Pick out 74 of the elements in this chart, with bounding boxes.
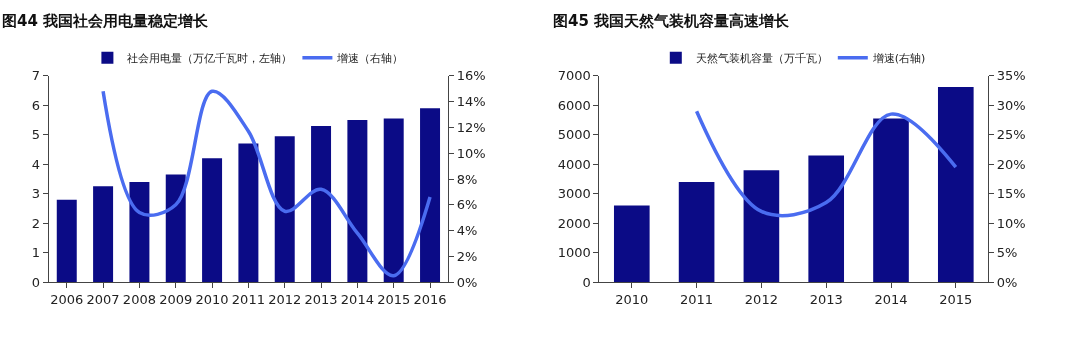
bar — [56, 199, 77, 283]
y2-tick-label: 10% — [456, 145, 486, 161]
y-tick-label: 5000 — [557, 127, 591, 143]
y2-tick-label: 0% — [456, 274, 478, 290]
bar — [165, 174, 186, 283]
bar — [93, 186, 114, 283]
y-tick-label: 3 — [31, 186, 40, 202]
y2-tick-label: 5% — [996, 245, 1018, 261]
y-tick-label: 5 — [31, 127, 40, 143]
legend-label: 天然气装机容量（万千瓦） — [695, 52, 828, 66]
y-tick-label: 4000 — [557, 156, 591, 172]
bar — [937, 87, 974, 283]
y-tick-label: 7 — [31, 68, 40, 84]
x-tick-label: 2006 — [50, 291, 84, 307]
bar — [420, 108, 441, 283]
x-tick-label: 2011 — [680, 291, 714, 307]
x-tick-label: 2010 — [195, 291, 229, 307]
x-tick-label: 2011 — [231, 291, 265, 307]
legend-label: 增速(右轴) — [871, 52, 926, 66]
x-tick-label: 2010 — [615, 291, 649, 307]
y-tick-label: 3000 — [557, 186, 591, 202]
x-tick-label: 2009 — [159, 291, 193, 307]
bar — [274, 136, 295, 283]
y2-tick-label: 25% — [996, 127, 1026, 143]
y-tick-label: 1000 — [557, 245, 591, 261]
y-tick-label: 2 — [31, 215, 40, 231]
y-tick-label: 0 — [582, 274, 591, 290]
y2-tick-label: 20% — [996, 156, 1026, 172]
x-tick-label: 2015 — [939, 291, 973, 307]
y2-tick-label: 4% — [456, 223, 478, 239]
x-tick-label: 2016 — [413, 291, 447, 307]
y-tick-label: 1 — [31, 245, 40, 261]
y2-tick-label: 8% — [456, 171, 478, 187]
y-tick-label: 2000 — [557, 215, 591, 231]
y2-tick-label: 12% — [456, 119, 486, 135]
bar — [311, 125, 332, 283]
x-tick-label: 2013 — [809, 291, 843, 307]
bar — [678, 181, 715, 283]
y2-tick-label: 30% — [996, 97, 1026, 113]
bar — [238, 143, 259, 283]
y2-tick-label: 10% — [996, 215, 1026, 231]
x-tick-label: 2013 — [304, 291, 338, 307]
bar — [129, 181, 150, 283]
y2-tick-label: 16% — [456, 68, 486, 84]
x-tick-label: 2007 — [86, 291, 120, 307]
chart-title: 图45 我国天然气装机容量高速增长 — [553, 12, 791, 30]
line-series — [101, 89, 432, 278]
bar — [347, 120, 368, 283]
chart-title: 图44 我国社会用电量稳定增长 — [2, 12, 210, 30]
bar — [808, 155, 845, 283]
bar — [202, 158, 223, 283]
y-tick-label: 6000 — [557, 97, 591, 113]
x-tick-label: 2014 — [874, 291, 908, 307]
y2-tick-label: 14% — [456, 94, 486, 110]
y2-tick-label: 15% — [996, 186, 1026, 202]
legend-label: 增速（右轴） — [336, 52, 404, 66]
y-tick-label: 4 — [31, 156, 40, 172]
y-tick-label: 7000 — [557, 68, 591, 84]
bar — [383, 118, 404, 283]
x-tick-label: 2012 — [268, 291, 302, 307]
y2-tick-label: 2% — [456, 248, 478, 264]
x-tick-label: 2008 — [122, 291, 156, 307]
x-tick-label: 2015 — [377, 291, 411, 307]
y2-tick-label: 6% — [456, 197, 478, 213]
y2-tick-label: 0% — [996, 274, 1018, 290]
legend-label: 社会用电量（万亿千瓦时，左轴） — [127, 52, 293, 66]
bar — [743, 170, 780, 283]
x-tick-label: 2012 — [744, 291, 778, 307]
bar — [613, 205, 650, 283]
bar — [873, 118, 909, 283]
y2-tick-label: 35% — [996, 68, 1026, 84]
x-tick-label: 2014 — [340, 291, 374, 307]
y-tick-label: 6 — [31, 97, 40, 113]
y-tick-label: 0 — [31, 274, 40, 290]
